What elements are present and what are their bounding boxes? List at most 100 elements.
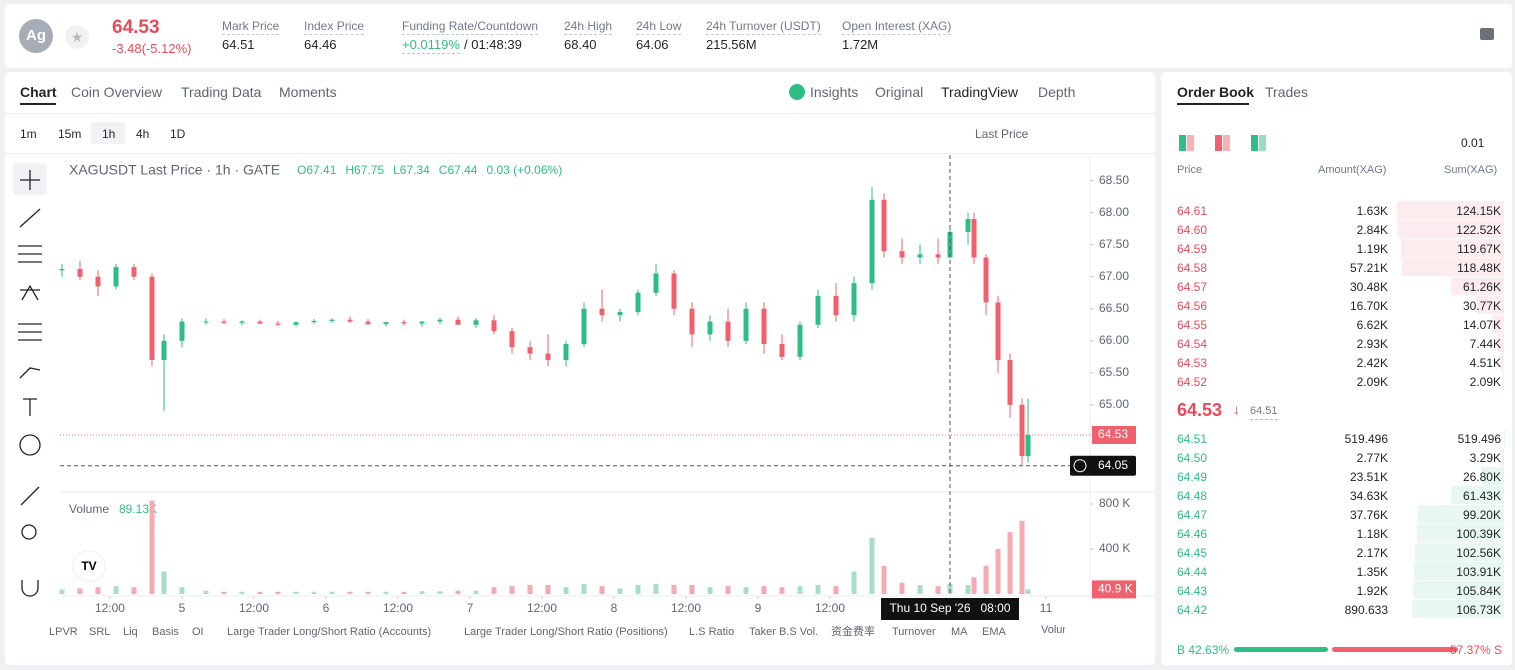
ob-price[interactable]: 64.55	[1177, 318, 1208, 332]
ob-sum: 4.51K	[1469, 356, 1501, 370]
ob-sum: 61.43K	[1462, 489, 1501, 503]
ob-price[interactable]: 64.51	[1177, 432, 1208, 446]
candle-body	[635, 292, 641, 312]
candle-body	[131, 267, 137, 277]
ob-price[interactable]: 64.46	[1177, 527, 1208, 541]
candle-body	[743, 308, 749, 341]
ob-price[interactable]: 64.59	[1177, 242, 1208, 256]
indicator[interactable]: 资金费率	[831, 626, 875, 638]
ob-tab-underline	[1177, 103, 1249, 105]
candle-body	[917, 254, 923, 258]
volume-bar	[419, 591, 425, 594]
interval[interactable]: 4h	[136, 127, 150, 141]
volume-bar	[1007, 532, 1013, 594]
ob-price[interactable]: 64.61	[1177, 204, 1208, 218]
favorite-star[interactable]: ★	[65, 25, 89, 49]
indicator[interactable]: Large Trader Long/Short Ratio (Positions…	[464, 626, 668, 638]
ob-amount: 16.70K	[1349, 299, 1388, 313]
price-type[interactable]: Last Price	[975, 127, 1029, 141]
ob-price[interactable]: 64.45	[1177, 546, 1208, 560]
ob-sum: 7.44K	[1469, 337, 1501, 351]
chart-tab[interactable]: Coin Overview	[71, 84, 163, 100]
ob-sum: 26.80K	[1462, 470, 1501, 484]
ob-tab[interactable]: Order Book	[1177, 84, 1255, 100]
crosshair-time-label: Thu 10 Sep '26 08:00	[889, 601, 1010, 615]
ob-price[interactable]: 64.60	[1177, 223, 1208, 237]
volume-value: 89.13K	[119, 502, 157, 516]
ob-price[interactable]: 64.44	[1177, 565, 1208, 579]
ob-precision[interactable]: 0.01	[1461, 136, 1485, 150]
depth-bar	[1400, 239, 1504, 257]
volume-bar	[527, 585, 533, 594]
volume-bar	[509, 586, 515, 594]
interval[interactable]: 1m	[20, 127, 37, 141]
ob-price[interactable]: 64.53	[1177, 356, 1208, 370]
ob-view-icon	[1179, 135, 1186, 151]
ob-price[interactable]: 64.50	[1177, 451, 1208, 465]
view-tab[interactable]: TradingView	[941, 84, 1019, 100]
settings-icon[interactable]	[1480, 28, 1494, 40]
ob-price[interactable]: 64.43	[1177, 584, 1208, 598]
volume-bar	[1019, 520, 1025, 594]
ob-price[interactable]: 64.47	[1177, 508, 1208, 522]
interval[interactable]: 1D	[170, 127, 186, 141]
ob-price[interactable]: 64.57	[1177, 280, 1208, 294]
indicator[interactable]: Large Trader Long/Short Ratio (Accounts)	[227, 626, 432, 638]
indicator[interactable]: L.S Ratio	[689, 626, 735, 638]
chart-panel	[5, 72, 1155, 665]
volume-bar	[971, 577, 977, 594]
depth-bar	[1477, 296, 1504, 314]
indicator[interactable]: EMA	[982, 626, 1006, 638]
ohlc-legend: O67.41	[297, 163, 337, 177]
indicator[interactable]: OI	[192, 626, 204, 638]
volume-bar	[725, 586, 731, 594]
interval[interactable]: 15m	[58, 127, 82, 141]
depth-bar	[1401, 258, 1504, 276]
ob-amount: 6.62K	[1356, 318, 1388, 332]
symbol-icon: Ag	[19, 19, 53, 53]
ob-sum: 119.67K	[1457, 242, 1501, 256]
ob-tab[interactable]: Trades	[1265, 84, 1309, 100]
buy-ratio-bar	[1234, 647, 1328, 652]
volume-last-label: 40.9 K	[1098, 582, 1133, 596]
chart-tab[interactable]: Moments	[279, 84, 337, 100]
ob-price[interactable]: 64.58	[1177, 261, 1208, 275]
indicator[interactable]: Basis	[152, 626, 179, 638]
indicator[interactable]: Liq	[123, 626, 138, 638]
volume-bar	[1025, 589, 1031, 594]
indicator[interactable]: LPVR	[49, 626, 78, 638]
interval[interactable]: 1h	[102, 127, 116, 141]
chart-tab[interactable]: Trading Data	[181, 84, 262, 100]
drawing-tools[interactable]	[18, 170, 42, 597]
ob-price[interactable]: 64.48	[1177, 489, 1208, 503]
candle-body	[1007, 360, 1013, 405]
buy-ratio: B 42.63%	[1177, 643, 1230, 657]
view-tab[interactable]: Original	[875, 84, 924, 100]
indicator[interactable]: Turnover	[892, 626, 936, 638]
ob-amount: 2.09K	[1356, 375, 1388, 389]
ob-price[interactable]: 64.42	[1177, 603, 1208, 617]
v-tick-label: 400 K	[1099, 541, 1130, 555]
view-tab[interactable]: Depth	[1038, 84, 1076, 100]
ob-price[interactable]: 64.49	[1177, 470, 1208, 484]
volume-bar	[869, 537, 875, 594]
chart-tab[interactable]: Chart	[20, 84, 57, 100]
indicator[interactable]: Volume	[1041, 624, 1065, 636]
indicator[interactable]: SRL	[89, 626, 111, 638]
indicator[interactable]: MA	[951, 626, 968, 638]
ob-amount: 1.92K	[1356, 584, 1388, 598]
ob-amount: 890.633	[1344, 603, 1388, 617]
stat-label: Mark Price	[222, 19, 280, 35]
volume-bar	[563, 587, 569, 594]
candle-body	[653, 273, 659, 293]
ob-view-icon	[1187, 135, 1194, 151]
view-tab[interactable]: Insights	[810, 84, 859, 100]
x-tick-label: 7	[467, 601, 474, 615]
volume-bar	[833, 586, 839, 594]
ob-price[interactable]: 64.54	[1177, 337, 1208, 351]
ob-price[interactable]: 64.56	[1177, 299, 1208, 313]
ob-sum: 3.29K	[1469, 451, 1501, 465]
ob-price[interactable]: 64.52	[1177, 375, 1208, 389]
indicator[interactable]: Taker B.S Vol.	[749, 626, 819, 638]
ob-mark-price: 64.51	[1250, 403, 1278, 420]
